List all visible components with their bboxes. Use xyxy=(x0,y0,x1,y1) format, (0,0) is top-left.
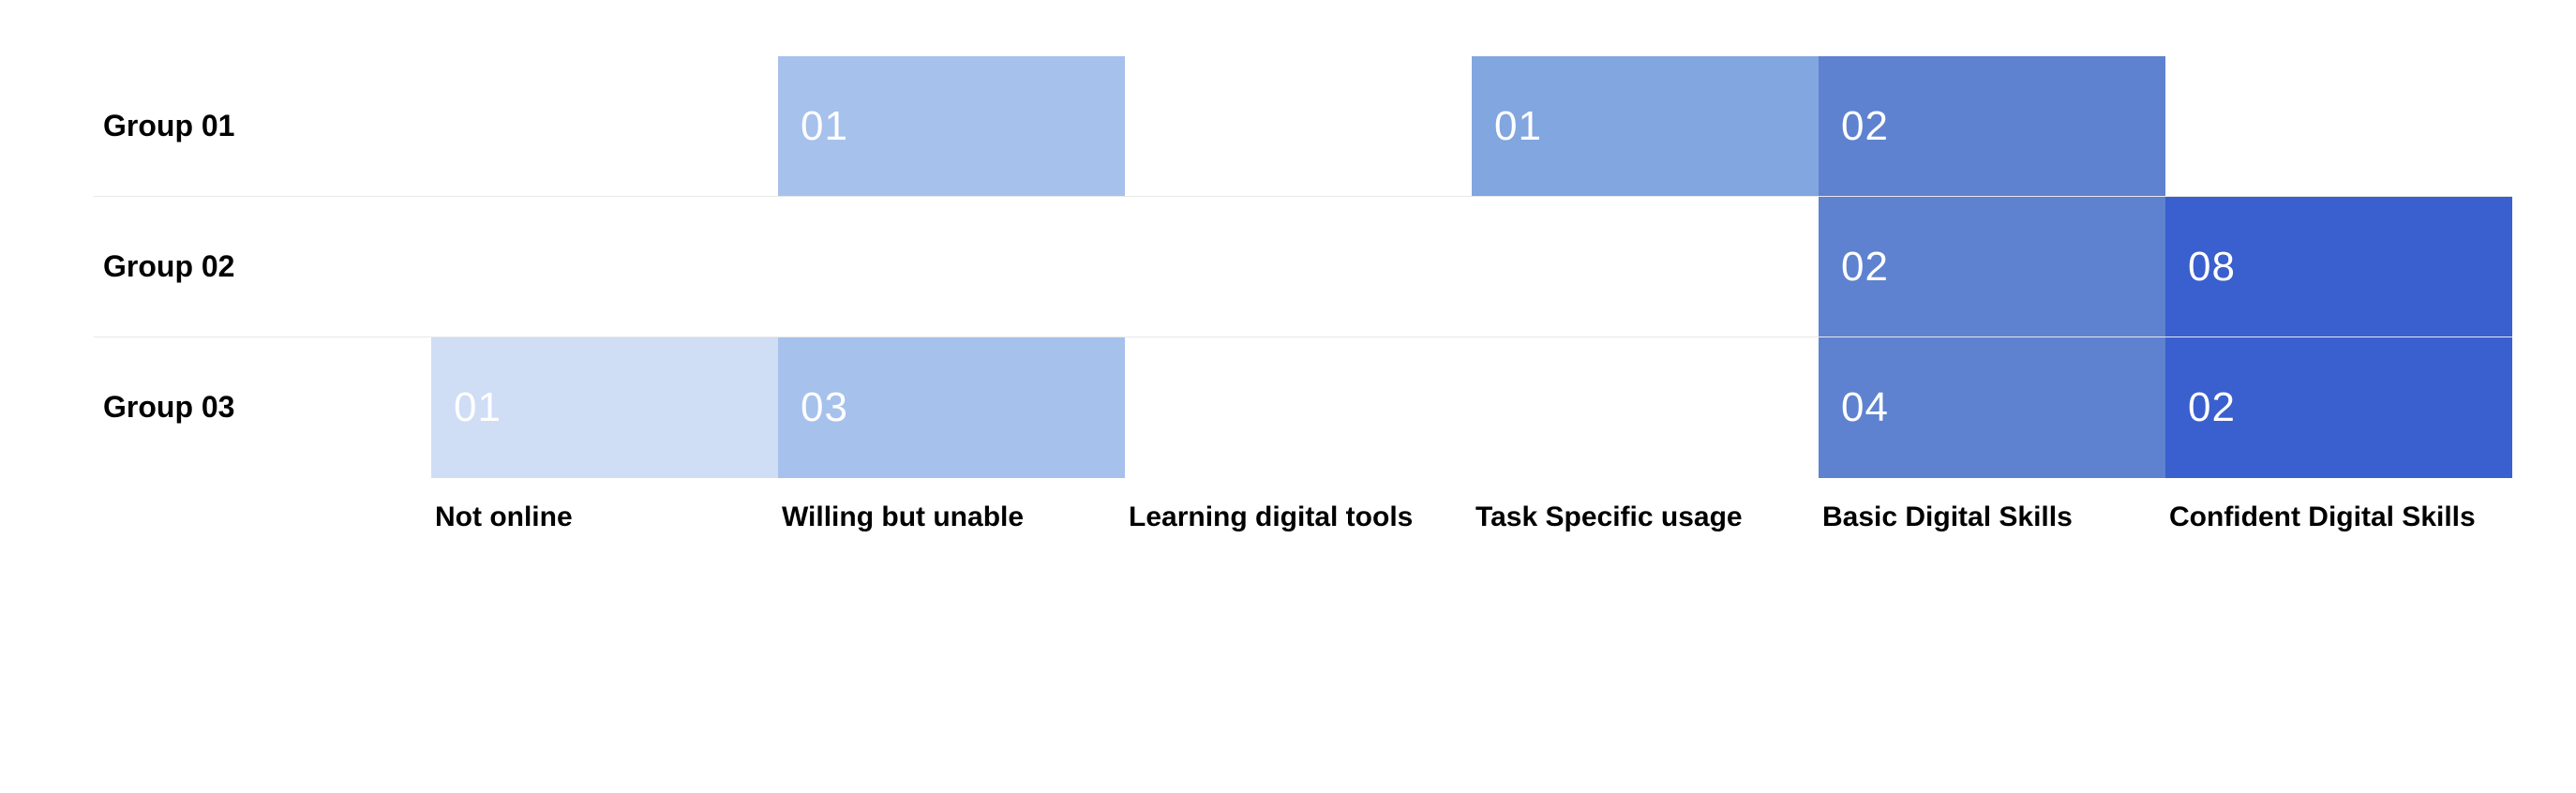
matrix-cell xyxy=(1125,56,1472,197)
matrix-cell xyxy=(1125,197,1472,337)
column-label: Willing but unable xyxy=(778,478,1125,591)
matrix-cell: 03 xyxy=(778,337,1125,478)
matrix-cell xyxy=(2165,56,2512,197)
matrix-cell: 02 xyxy=(1819,197,2165,337)
matrix-cell: 02 xyxy=(1819,56,2165,197)
matrix-cell: 08 xyxy=(2165,197,2512,337)
row-label: Group 02 xyxy=(94,197,431,337)
corner-spacer xyxy=(94,478,431,591)
matrix-cell xyxy=(431,56,778,197)
matrix-cell xyxy=(1125,337,1472,478)
matrix-cell xyxy=(1472,337,1819,478)
column-label: Learning digital tools xyxy=(1125,478,1472,591)
column-label: Basic Digital Skills xyxy=(1819,478,2165,591)
matrix-cell xyxy=(1472,197,1819,337)
row-label: Group 03 xyxy=(94,337,431,478)
column-label: Confident Digital Skills xyxy=(2165,478,2512,591)
column-label: Task Specific usage xyxy=(1472,478,1819,591)
row-label: Group 01 xyxy=(94,56,431,197)
matrix-cell xyxy=(778,197,1125,337)
column-label: Not online xyxy=(431,478,778,591)
matrix-cell: 01 xyxy=(431,337,778,478)
matrix-cell xyxy=(431,197,778,337)
matrix-cell: 04 xyxy=(1819,337,2165,478)
digital-skills-matrix: Group 01010102Group 020208Group 03010304… xyxy=(0,0,2576,793)
matrix-cell: 01 xyxy=(778,56,1125,197)
chart-grid: Group 01010102Group 020208Group 03010304… xyxy=(94,56,2464,591)
matrix-cell: 01 xyxy=(1472,56,1819,197)
matrix-cell: 02 xyxy=(2165,337,2512,478)
